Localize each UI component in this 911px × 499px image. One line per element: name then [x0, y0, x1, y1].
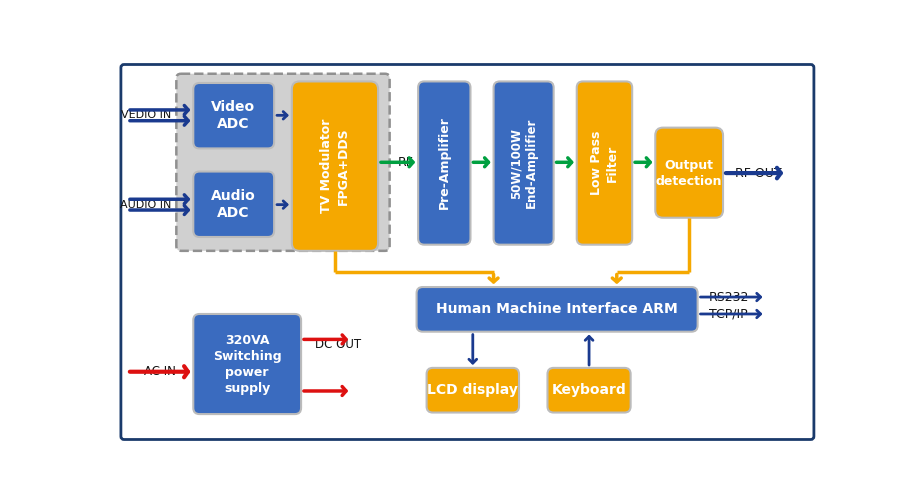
Text: TCP/IP: TCP/IP [709, 307, 747, 320]
Text: Low Pass
Filter: Low Pass Filter [589, 131, 619, 195]
FancyBboxPatch shape [292, 81, 378, 251]
FancyBboxPatch shape [493, 81, 553, 245]
FancyBboxPatch shape [193, 172, 274, 237]
Text: RS232: RS232 [709, 290, 749, 303]
FancyBboxPatch shape [416, 287, 697, 332]
Text: RF OUT: RF OUT [733, 167, 781, 180]
FancyBboxPatch shape [417, 81, 470, 245]
Text: LCD display: LCD display [427, 383, 517, 397]
Text: AC IN: AC IN [144, 365, 176, 378]
Text: AUDIO IN: AUDIO IN [120, 200, 171, 210]
FancyBboxPatch shape [547, 368, 630, 413]
FancyBboxPatch shape [193, 83, 274, 148]
Text: Audio
ADC: Audio ADC [210, 189, 255, 220]
Text: Human Machine Interface ARM: Human Machine Interface ARM [435, 302, 677, 316]
Text: TV Modulator
FPGA+DDS: TV Modulator FPGA+DDS [320, 119, 349, 214]
FancyBboxPatch shape [576, 81, 631, 245]
Text: VEDIO IN: VEDIO IN [121, 110, 171, 120]
FancyBboxPatch shape [426, 368, 518, 413]
FancyBboxPatch shape [193, 314, 301, 414]
FancyBboxPatch shape [176, 74, 389, 251]
Text: Video
ADC: Video ADC [211, 100, 255, 131]
Text: RF: RF [398, 156, 414, 169]
Text: Output
detection: Output detection [655, 159, 722, 188]
Text: 320VA
Switching
power
supply: 320VA Switching power supply [212, 333, 281, 395]
Text: Keyboard: Keyboard [551, 383, 626, 397]
FancyBboxPatch shape [655, 128, 722, 218]
FancyBboxPatch shape [121, 64, 813, 440]
Text: 50W/100W
End-Amplifier: 50W/100W End-Amplifier [508, 118, 537, 208]
Text: Pre-Amplifier: Pre-Amplifier [437, 117, 450, 210]
Text: DC OUT: DC OUT [314, 338, 361, 351]
